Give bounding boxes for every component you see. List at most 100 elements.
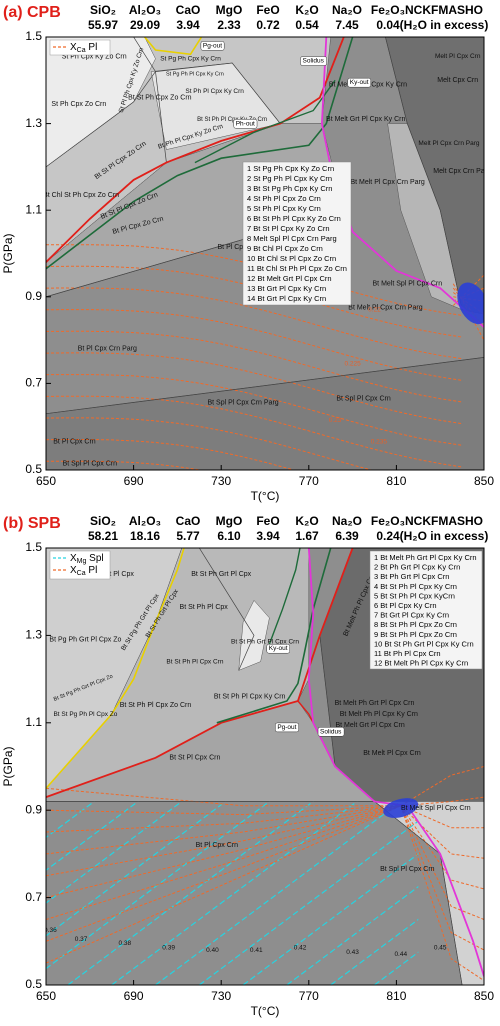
oxide-name: CaO bbox=[176, 514, 201, 528]
legend-box bbox=[49, 39, 111, 56]
field-label: St Pg Ph Cpx Ky Crn bbox=[160, 55, 221, 62]
field-label: Bt St Ph Grt Pl Cpx Crn bbox=[231, 639, 299, 646]
reaction-label: Pg-out bbox=[203, 42, 222, 49]
x-tick-label: 650 bbox=[36, 989, 56, 1003]
xmg-isopleth bbox=[46, 801, 139, 872]
reaction-line bbox=[307, 548, 484, 977]
x-tick-label: 730 bbox=[211, 989, 231, 1003]
field-label: Bt Melt Spl Pl Cpx Crn bbox=[401, 805, 471, 812]
pt-estimate bbox=[383, 798, 419, 818]
y-axis-label: P(GPa) bbox=[1, 233, 15, 273]
y-tick-label: 0.7 bbox=[25, 376, 42, 390]
field-label: Bt Spl Pl Cpx Crn bbox=[336, 395, 391, 402]
reaction-line bbox=[268, 548, 301, 645]
isopleth-label: 0.225 bbox=[344, 361, 361, 368]
field-label: Melt Cpx Crn Parg bbox=[433, 168, 491, 175]
list-item: 9 Bt St Ph Pl Cpx Zo Crn bbox=[374, 630, 457, 639]
field-label: Bt Spl Pl Cpx Crn bbox=[380, 866, 435, 873]
list-item: 8 Melt Spl Pl Cpx Crn Parg bbox=[247, 234, 337, 243]
y-tick-label: 1.1 bbox=[25, 715, 42, 729]
y-tick-label: 0.9 bbox=[25, 289, 42, 303]
legend-text: Pl bbox=[86, 565, 98, 576]
field-label: St Ph Cpx Zo Crn bbox=[51, 101, 106, 108]
reaction-line bbox=[385, 37, 463, 310]
list-item: 11 Bt Chl St Ph Pl Cpx Zo Crn bbox=[247, 264, 347, 273]
oxide-value: 6.39 bbox=[335, 529, 359, 543]
field-label: Bt St Ph Pl Cpx bbox=[180, 604, 229, 611]
oxide-value: 0.24 bbox=[376, 529, 400, 543]
y-tick-label: 0.5 bbox=[25, 977, 42, 991]
field-label: Bt Pl Cpx Crn bbox=[53, 439, 96, 446]
system-name: NCKFMASHO bbox=[405, 3, 483, 17]
field-label: Bt St Pl Cpx Crn bbox=[169, 755, 220, 762]
reaction-label: Ph-out bbox=[236, 120, 255, 127]
y-tick-label: 1.3 bbox=[25, 628, 42, 642]
oxide-value: 3.94 bbox=[256, 529, 280, 543]
system-note: (H₂O in excess) bbox=[400, 529, 489, 543]
x-tick-label: 690 bbox=[124, 989, 144, 1003]
field-label: Bt Chl St Ph Cpx Zo Crn bbox=[43, 192, 119, 199]
xmg-isopleth bbox=[67, 801, 315, 985]
list-item: 12 Bt Melt Ph Pl Cpx Ky Crn bbox=[374, 659, 468, 668]
oxide-name: MgO bbox=[216, 514, 243, 528]
legend-symbol: X bbox=[70, 565, 77, 576]
y-tick-label: 0.5 bbox=[25, 462, 42, 476]
oxide-name: SiO₂ bbox=[90, 3, 116, 17]
xca-isopleth bbox=[400, 805, 484, 859]
label-box bbox=[275, 722, 299, 733]
oxide-value: 18.16 bbox=[130, 529, 160, 543]
x-axis-label: T(°C) bbox=[251, 489, 280, 503]
oxide-value: 0.04 bbox=[376, 18, 400, 32]
phase-field bbox=[46, 357, 484, 470]
oxide-value: 58.21 bbox=[88, 529, 118, 543]
oxide-value: 29.09 bbox=[130, 18, 160, 32]
x-tick-label: 690 bbox=[124, 474, 144, 488]
list-item: 6 Bt Pl Cpx Ky Crn bbox=[374, 601, 437, 610]
xmg-isopleth bbox=[46, 801, 183, 904]
legend-symbol: X bbox=[70, 42, 77, 53]
isopleth-label: 0.23 bbox=[329, 417, 342, 424]
x-axis-label: T(°C) bbox=[251, 1004, 280, 1018]
oxide-name: Al₂O₃ bbox=[129, 514, 161, 528]
oxide-name: Na₂O bbox=[332, 514, 362, 528]
isopleth-label: 0.37 bbox=[75, 936, 88, 943]
field-label: Bt St Ph Pl Cpx Ky Zo Crn bbox=[197, 117, 267, 123]
reaction-label: Ky-out bbox=[350, 79, 369, 86]
label-box bbox=[317, 727, 345, 737]
xca-isopleth bbox=[400, 766, 484, 807]
list-item: 1 St Pg Ph Cpx Ky Zo Crn bbox=[247, 164, 334, 173]
xca-isopleth bbox=[46, 805, 402, 964]
list-item: 2 Bt Ph Grt Pl Cpx Ky Crn bbox=[374, 563, 460, 572]
oxide-name: FeO bbox=[256, 514, 279, 528]
xca-isopleth bbox=[46, 805, 401, 899]
xca-isopleth bbox=[400, 805, 484, 920]
y-tick-label: 1.1 bbox=[25, 202, 42, 216]
reaction-line bbox=[46, 548, 185, 789]
list-item: 5 Bt St Ph Pl Cpx KyCrn bbox=[374, 591, 455, 600]
reaction-line bbox=[320, 37, 484, 328]
field-label: Bt Pg Ph Grt Pl Cpx Zo bbox=[49, 637, 121, 644]
plot-frame bbox=[45, 36, 485, 471]
field-label: Bt St Ph Pl Cpx Ky Crn bbox=[214, 693, 286, 700]
xca-isopleth bbox=[46, 805, 401, 816]
reaction-label: Pg-out bbox=[277, 724, 296, 731]
field-label: Bt Pl Cpx Crn bbox=[196, 842, 239, 849]
list-item: 4 Bt St Ph Pl Cpx Ky Crn bbox=[374, 582, 457, 591]
label-box bbox=[266, 643, 290, 654]
field-label: Melt Pl Cpx Crn bbox=[435, 53, 481, 60]
legend-text: Spl bbox=[86, 553, 103, 564]
field-label: Bt Spl Pl Cpx Crn Parg bbox=[207, 400, 278, 407]
isopleth-label: 0.42 bbox=[294, 945, 307, 952]
field-label: Bt Melt Ph Pl Cpx Ky Crn bbox=[340, 711, 418, 718]
field-label: St Ph Cpx Ky Zo Crn bbox=[62, 53, 127, 60]
oxide-value: 7.45 bbox=[335, 18, 359, 32]
oxide-name: K₂O bbox=[295, 514, 318, 528]
field-label: Bt St Ph Grt Pl Cpx bbox=[191, 571, 251, 578]
oxide-name: Fe₂O₃ bbox=[371, 514, 405, 528]
xmg-isopleth bbox=[111, 801, 358, 985]
oxide-name: MgO bbox=[216, 3, 243, 17]
x-tick-label: 730 bbox=[211, 474, 231, 488]
list-item: 14 Bt Grt Pl Cpx Ky Crn bbox=[247, 294, 326, 303]
field-label: Bt Melt Grt Pl Cpx Crn bbox=[336, 722, 405, 729]
